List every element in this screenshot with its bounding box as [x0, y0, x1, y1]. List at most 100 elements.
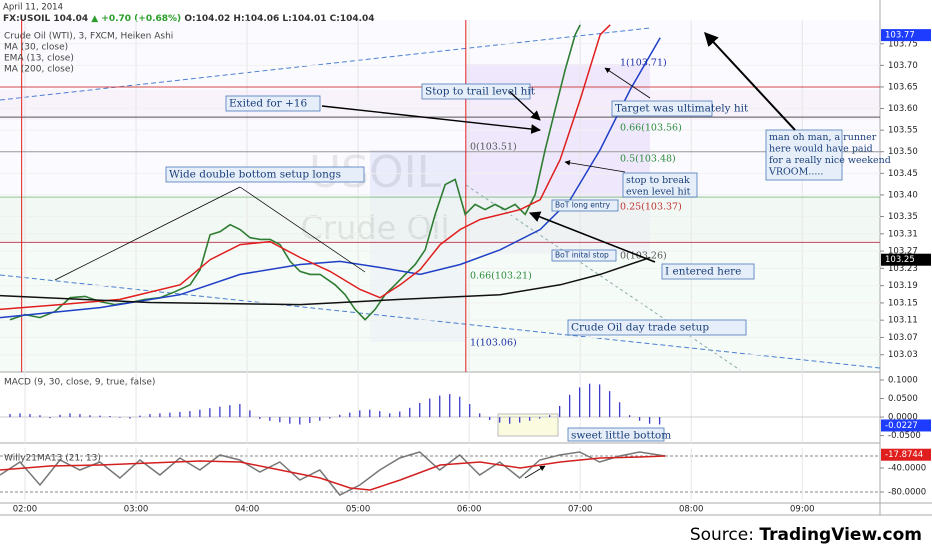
- annotation-text: stop to break: [626, 175, 690, 186]
- fib-label: 0.25(103.37): [620, 202, 682, 213]
- annotation-box: [421, 83, 531, 100]
- legend-entry: EMA (13, close): [4, 54, 74, 64]
- annotation-box: [225, 95, 321, 112]
- y-tick-label: 103.11: [888, 316, 918, 326]
- legend-entry: Crude Oil (WTI), 3, FXCM, Heiken Ashi: [4, 32, 173, 42]
- annotation-text: Wide double bottom setup longs: [169, 169, 341, 181]
- series-line: [0, 451, 666, 496]
- fib-label: 0.66(103.21): [470, 271, 532, 282]
- annotations: Exited for +16 Stop to trail level hit Tar…: [165, 58, 891, 442]
- y-tick-label: 103.31: [888, 229, 918, 239]
- fib-label: 1(103.06): [470, 338, 517, 349]
- series-line: [0, 24, 611, 311]
- y-tick-label: 103.19: [888, 281, 918, 291]
- annotation-box: [567, 427, 665, 442]
- y-tick-label: 103.07: [888, 333, 918, 343]
- y-tick-label: 103.23: [888, 264, 918, 274]
- annotation-box: [165, 166, 365, 183]
- arrows: [54, 31, 796, 479]
- annotation-box: [622, 172, 698, 198]
- x-tick-label: 04:00: [235, 505, 260, 515]
- last-value-box: [881, 29, 931, 42]
- range-zone: [0, 243, 880, 372]
- x-tick-label: 03:00: [124, 505, 149, 515]
- y-tick-label: -80.0000: [888, 488, 926, 498]
- source-prefix: Source:: [690, 525, 760, 545]
- last-value-label: 103.77: [885, 31, 915, 41]
- annotation-text: sweet little bottom: [571, 430, 671, 442]
- last-price: 104.04: [53, 14, 88, 24]
- last-value-label: -17.8744: [885, 450, 923, 460]
- arrow: [704, 31, 796, 131]
- annotation-text: VROOM.....: [768, 167, 823, 178]
- last-value-box: [881, 253, 931, 266]
- annotation-box: [661, 263, 755, 280]
- y-tick-label: 0.0000: [888, 413, 918, 423]
- last-value-label: -0.0227: [885, 421, 918, 431]
- y-tick-label: -40.0000: [888, 464, 926, 474]
- change: ▲ +0.70 (+0.68%): [91, 14, 181, 24]
- ohlc: O:104.02 H:104.06 L:104.01 C:104.04: [184, 14, 374, 24]
- y-tick-label: 103.50: [888, 147, 918, 157]
- x-tick-label: 07:00: [568, 505, 593, 515]
- annotation-text: Crude Oil day trade setup: [571, 322, 709, 334]
- annotation-text: even level hit: [626, 187, 691, 198]
- annotation-text: here would have paid: [769, 144, 873, 155]
- annotation-box: [551, 249, 617, 262]
- y-tick-label: 0.0500: [888, 394, 918, 404]
- last-value-label: 103.25: [885, 255, 915, 265]
- x-tick-label: 09:00: [790, 505, 815, 515]
- x-tick-label: 05:00: [346, 505, 371, 515]
- trendline: [465, 184, 741, 371]
- fib-label: 0.66(103.56): [620, 123, 682, 134]
- y-tick-label: 103.60: [888, 104, 918, 114]
- legend-entry: Willy21MA13 (21, 13): [4, 454, 101, 464]
- range-zone: [0, 198, 880, 243]
- y-tick-label: 103.70: [888, 61, 918, 71]
- arrow: [509, 91, 541, 121]
- last-value-box: [881, 448, 931, 461]
- x-tick-label: 06:00: [457, 505, 482, 515]
- arrow: [321, 105, 541, 134]
- trendline: [0, 27, 651, 101]
- fib-label: 0(103.51): [470, 142, 517, 153]
- quote-line: FX:USOIL 104.04 ▲ +0.70 (+0.68%) O:104.0…: [3, 14, 375, 24]
- arrow: [564, 160, 626, 173]
- arrow: [604, 67, 651, 99]
- arrow: [524, 465, 546, 479]
- y-tick-label: 103.15: [888, 298, 918, 308]
- x-tick-label: 02:00: [13, 505, 38, 515]
- arrow: [528, 211, 656, 263]
- annotation-box: [567, 319, 747, 336]
- source: Source: TradingView.com: [690, 525, 922, 545]
- annotation-text: Stop to trail level hit: [425, 86, 536, 98]
- y-tick-label: 103.55: [888, 126, 918, 136]
- last-value-box: [881, 419, 931, 432]
- annotation-box: [765, 129, 843, 181]
- legend-entry: MACD (9, 30, close, 9, true, false): [4, 378, 155, 388]
- annotation-text: Exited for +16: [229, 98, 307, 110]
- y-tick-label: 103.27: [888, 247, 918, 257]
- legend-entry: MA (200, close): [4, 65, 74, 75]
- annotation-text: BoT inital stop: [555, 251, 609, 260]
- legend-entry: MA (30, close): [4, 43, 68, 53]
- symbol: FX:USOIL: [3, 14, 50, 24]
- y-tick-label: 103.35: [888, 212, 918, 222]
- annotation-text: BoT long entry: [555, 201, 611, 210]
- annotation-text: man oh man, a runner: [769, 132, 877, 143]
- series-line: [0, 256, 651, 306]
- y-tick-label: 0.1000: [888, 376, 918, 386]
- annotation-box: [551, 199, 619, 212]
- annotation-box: [611, 100, 713, 117]
- annotation-text: Target was ultimately hit: [615, 103, 749, 115]
- y-tick-label: 103.45: [888, 169, 918, 179]
- annotation-text: for a really nice weekend: [769, 155, 891, 166]
- series-line: [0, 455, 666, 491]
- fib-label: 0.5(103.48): [620, 154, 676, 165]
- x-tick-label: 08:00: [679, 505, 704, 515]
- arrow: [239, 186, 366, 273]
- annotation-text: I entered here: [665, 266, 741, 278]
- arrow: [54, 186, 241, 281]
- fib-label: 1(103.71): [620, 58, 667, 69]
